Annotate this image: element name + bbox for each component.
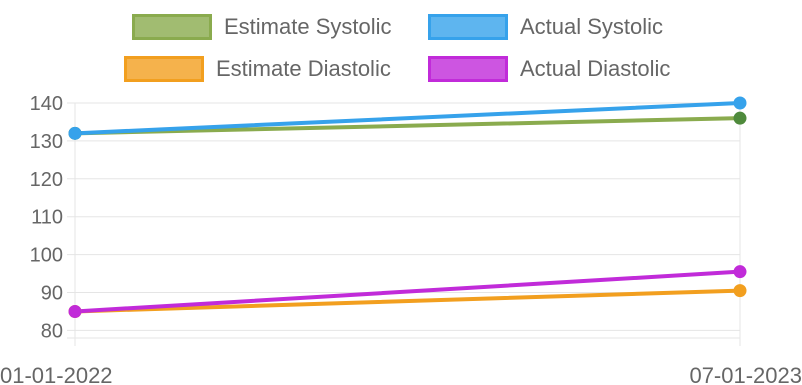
- legend-swatch: [124, 56, 204, 82]
- series-line: [73, 116, 742, 136]
- data-point: [733, 265, 747, 279]
- legend-swatch: [428, 14, 508, 40]
- x-tick-label: 01-01-2022: [0, 363, 113, 385]
- legend-swatch: [132, 14, 212, 40]
- data-point: [733, 96, 747, 110]
- y-tick-label: 130: [30, 131, 63, 153]
- legend-item-estimate-systolic[interactable]: Estimate Systolic: [132, 10, 392, 44]
- data-point: [68, 126, 82, 140]
- legend-item-actual-diastolic[interactable]: Actual Diastolic: [428, 52, 670, 86]
- series-line: [73, 269, 742, 314]
- series-line: [73, 101, 742, 136]
- data-point: [733, 111, 747, 125]
- data-point: [68, 304, 82, 318]
- legend-label: Estimate Systolic: [224, 14, 392, 39]
- legend-swatch: [428, 56, 508, 82]
- y-tick-label: 90: [41, 283, 63, 305]
- y-tick-label: 110: [31, 207, 63, 229]
- legend-label: Actual Systolic: [520, 14, 664, 39]
- y-tick-label: 100: [30, 245, 63, 267]
- chart-legend: Estimate Systolic Actual Systolic Estima…: [0, 0, 802, 95]
- legend-label: Estimate Diastolic: [216, 56, 391, 81]
- series-line: [73, 288, 742, 314]
- legend-label: Actual Diastolic: [520, 56, 671, 81]
- legend-item-actual-systolic[interactable]: Actual Systolic: [428, 10, 663, 44]
- legend-item-estimate-diastolic[interactable]: Estimate Diastolic: [124, 52, 391, 86]
- y-tick-label: 140: [30, 93, 63, 115]
- y-tick-label: 120: [30, 169, 63, 191]
- y-tick-label: 80: [41, 320, 63, 342]
- data-point: [733, 284, 747, 298]
- x-tick-label: 07-01-2023: [689, 363, 802, 385]
